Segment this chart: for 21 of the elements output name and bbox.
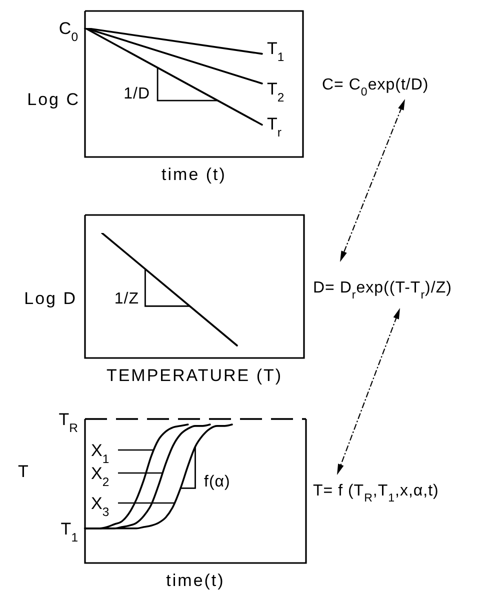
x-axis-title: time(t) bbox=[166, 570, 225, 590]
legend-label: X$_{2}$ bbox=[91, 464, 110, 489]
annotation: f(α) bbox=[204, 474, 230, 491]
series-label: T$_{r}$ bbox=[267, 114, 282, 140]
annotation: 1/D bbox=[124, 86, 150, 103]
series-label: T$_{1}$ bbox=[267, 38, 284, 64]
text: T$_{1}$ bbox=[60, 519, 78, 544]
legend-label: X$_{3}$ bbox=[91, 494, 110, 519]
y-axis-title: Log D bbox=[24, 288, 77, 308]
text: C= C$_{0}$exp(t/D) bbox=[322, 76, 429, 99]
y-axis-title: Log C bbox=[27, 90, 80, 109]
text: T= f (T$_{R}$,T$_{1}$,x,α,t) bbox=[313, 482, 439, 505]
annotation: 1/Z bbox=[114, 290, 139, 308]
y-axis-title: T bbox=[18, 462, 30, 481]
x-axis-title: TEMPERATURE (T) bbox=[106, 366, 283, 385]
text: C$_{0}$ bbox=[58, 18, 78, 44]
ref-line-label: T$_{R}$ bbox=[58, 410, 78, 435]
text: D= D$_{r}$exp((T-T$_{r}$)/Z) bbox=[313, 280, 452, 302]
series-label: T$_{2}$ bbox=[267, 79, 284, 104]
x-axis-title: time (t) bbox=[162, 164, 226, 184]
legend-label: X$_{1}$ bbox=[91, 440, 110, 466]
